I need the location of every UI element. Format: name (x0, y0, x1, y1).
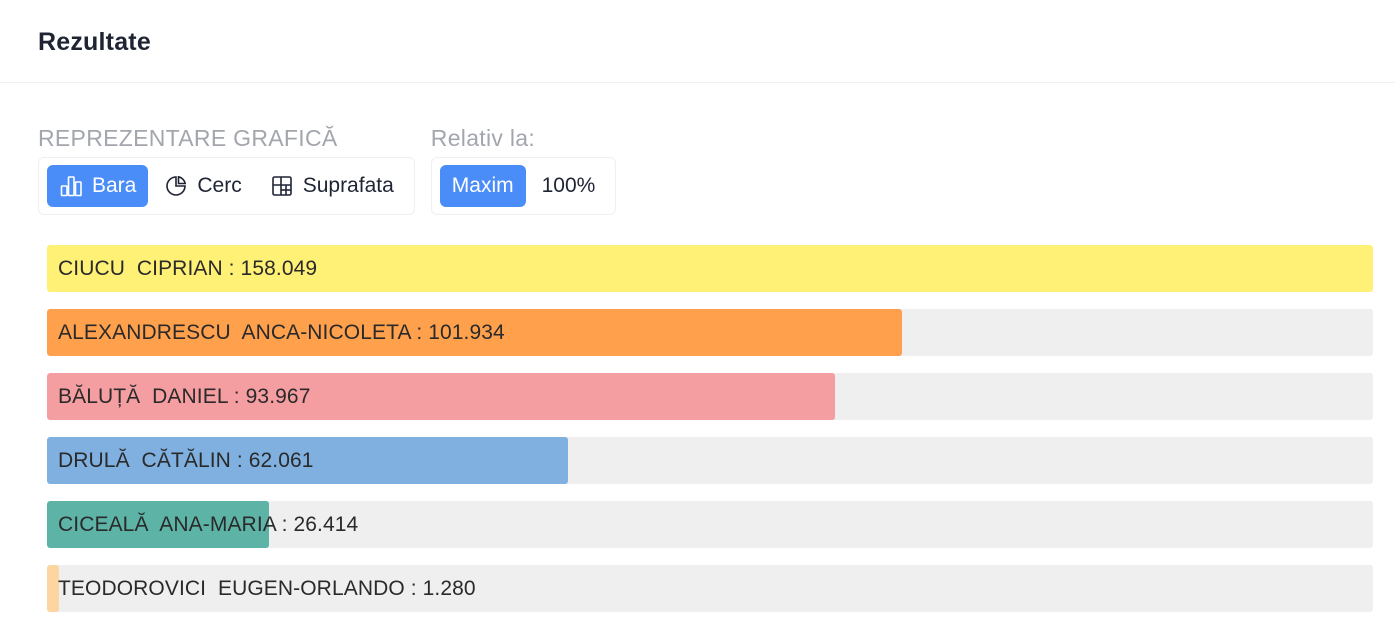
result-bar-row: DRULĂ CĂTĂLIN : 62.061 (47, 437, 1373, 484)
result-bar (47, 309, 903, 356)
result-bar-row: ALEXANDRESCU ANCA-NICOLETA : 101.934 (47, 309, 1373, 356)
relative-maxim-button[interactable]: Maxim (439, 165, 526, 207)
result-bar-label: CIUCU CIPRIAN : 158.049 (58, 257, 318, 280)
result-bar-row: CICEALĂ ANA-MARIA : 26.414 (47, 501, 1373, 548)
result-bar (47, 565, 59, 612)
result-bar (47, 373, 836, 420)
result-bar-row: TEODOROVICI EUGEN-ORLANDO : 1.280 (47, 565, 1373, 612)
relative-100-button[interactable]: 100% (541, 174, 596, 197)
result-bar-label: BĂLUȚĂ DANIEL : 93.967 (58, 385, 311, 408)
grid-icon (270, 174, 294, 198)
result-bar-label: DRULĂ CĂTĂLIN : 62.061 (58, 449, 314, 472)
result-bar-label: ALEXANDRESCU ANCA-NICOLETA : 101.934 (58, 321, 505, 344)
chart-type-area-button[interactable]: Suprafata (258, 165, 406, 207)
result-bar-row: BĂLUȚĂ DANIEL : 93.967 (47, 373, 1373, 420)
results-bar-chart: CIUCU CIPRIAN : 158.049 ALEXANDRESCU ANCA… (47, 245, 1373, 629)
chart-type-pie-button[interactable]: Cerc (152, 165, 253, 207)
pie-chart-icon (164, 174, 188, 198)
chart-type-bar-label: Bara (92, 174, 137, 197)
result-bar-label: TEODOROVICI EUGEN-ORLANDO : 1.280 (58, 577, 476, 600)
relative-selector: Maxim 100% (430, 157, 617, 215)
chart-type-group: REPREZENTARE GRAFICĂ Bara (38, 123, 415, 215)
result-bar (47, 245, 1373, 292)
relative-label: Relativ la: (430, 125, 536, 151)
chart-controls: REPREZENTARE GRAFICĂ Bara (38, 123, 617, 215)
chart-type-selector: Bara Cerc (38, 157, 415, 215)
card-header: Rezultate (0, 3, 1395, 83)
result-bar-label: CICEALĂ ANA-MARIA : 26.414 (58, 513, 359, 536)
bar-chart-icon (59, 174, 83, 198)
result-bar (47, 437, 568, 484)
relative-group: Relativ la: Maxim 100% (430, 123, 617, 215)
chart-type-bar-button[interactable]: Bara (47, 165, 149, 207)
chart-type-area-label: Suprafata (302, 174, 394, 197)
results-card: Rezultate REPREZENTARE GRAFICĂ Bara (0, 3, 1395, 621)
chart-type-label: REPREZENTARE GRAFICĂ (38, 125, 338, 151)
card-title: Rezultate (38, 28, 151, 56)
result-bar-row: CIUCU CIPRIAN : 158.049 (47, 245, 1373, 292)
chart-type-pie-label: Cerc (197, 174, 242, 197)
result-bar (47, 501, 269, 548)
